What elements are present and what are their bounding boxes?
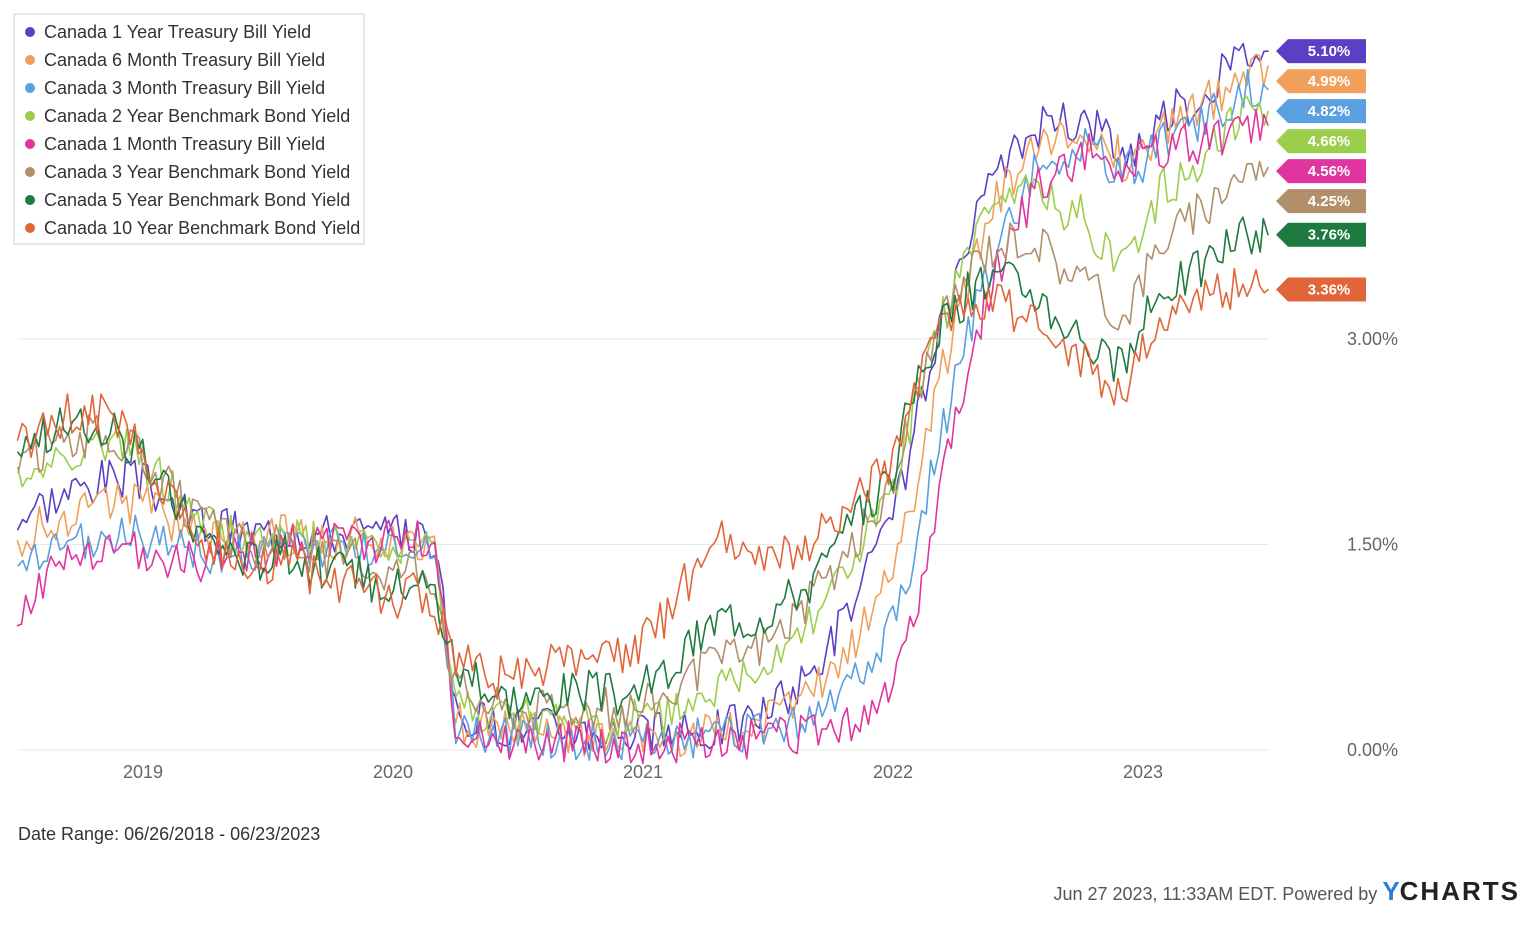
value-flag-label: 4.66% bbox=[1308, 133, 1351, 150]
y-tick-label: 1.50% bbox=[1347, 534, 1398, 554]
x-tick-label: 2023 bbox=[1123, 762, 1163, 782]
legend-marker bbox=[25, 139, 35, 149]
value-flag-label: 3.36% bbox=[1308, 282, 1351, 299]
legend-label: Canada 5 Year Benchmark Bond Yield bbox=[44, 190, 350, 210]
y-tick-label: 3.00% bbox=[1347, 329, 1398, 349]
legend-marker bbox=[25, 167, 35, 177]
legend-marker bbox=[25, 83, 35, 93]
legend-label: Canada 3 Year Benchmark Bond Yield bbox=[44, 162, 350, 182]
value-flag-label: 4.82% bbox=[1308, 103, 1351, 120]
yield-chart: 0.00% 1.50% 3.00% 2019 2020 2021 2022 2023 5.10%… bbox=[0, 0, 1536, 936]
legend-label: Canada 1 Year Treasury Bill Yield bbox=[44, 22, 311, 42]
date-range-label: Date Range: 06/26/2018 - 06/23/2023 bbox=[18, 824, 320, 844]
legend-label: Canada 10 Year Benchmark Bond Yield bbox=[44, 218, 360, 238]
legend-label: Canada 1 Month Treasury Bill Yield bbox=[44, 134, 325, 154]
legend-marker bbox=[25, 55, 35, 65]
legend-label: Canada 2 Year Benchmark Bond Yield bbox=[44, 106, 350, 126]
y-tick-label: 0.00% bbox=[1347, 740, 1398, 760]
legend-marker bbox=[25, 111, 35, 121]
legend-label: Canada 3 Month Treasury Bill Yield bbox=[44, 78, 325, 98]
legend-marker bbox=[25, 195, 35, 205]
value-flag-label: 4.99% bbox=[1308, 73, 1351, 90]
legend-marker bbox=[25, 27, 35, 37]
value-flag-label: 4.56% bbox=[1308, 163, 1351, 180]
value-flag-label: 5.10% bbox=[1308, 43, 1351, 60]
x-tick-label: 2022 bbox=[873, 762, 913, 782]
x-tick-label: 2020 bbox=[373, 762, 413, 782]
x-tick-label: 2019 bbox=[123, 762, 163, 782]
legend-marker bbox=[25, 223, 35, 233]
legend-label: Canada 6 Month Treasury Bill Yield bbox=[44, 50, 325, 70]
x-tick-label: 2021 bbox=[623, 762, 663, 782]
value-flag-label: 3.76% bbox=[1308, 227, 1351, 244]
value-flag-label: 4.25% bbox=[1308, 193, 1351, 210]
